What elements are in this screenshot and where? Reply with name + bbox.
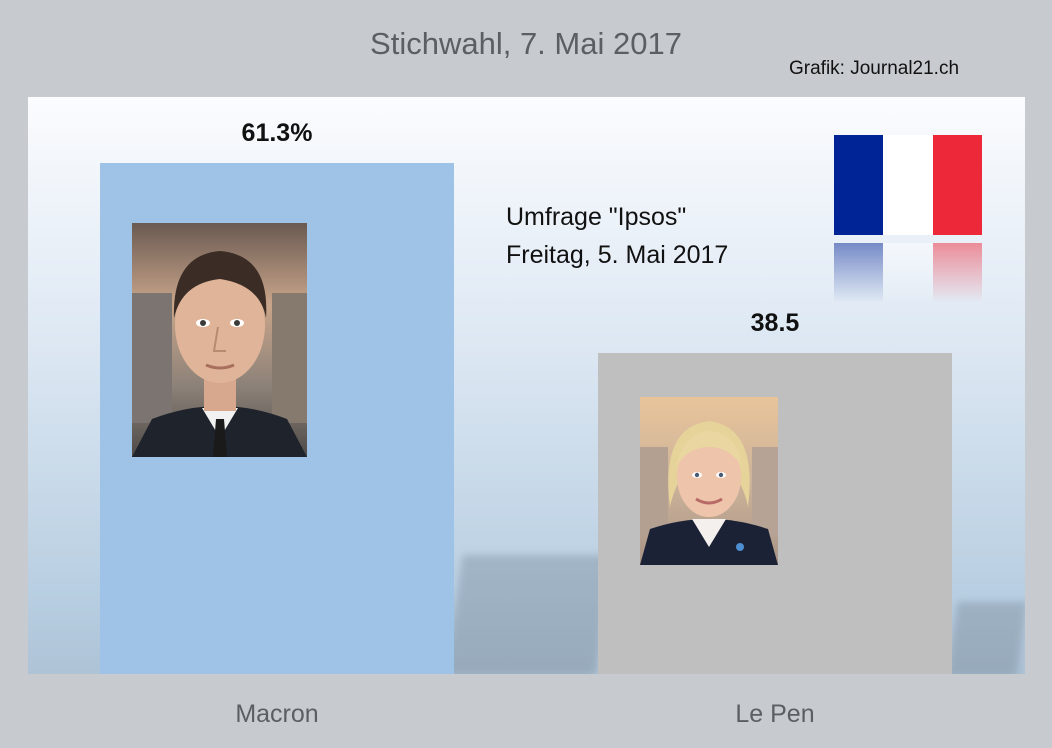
chart-title: Stichwahl, 7. Mai 2017 (370, 26, 682, 61)
credit-text: Grafik: Journal21.ch (789, 58, 960, 79)
plot-area: 61.3% 38.5 Umfrage "Ipsos" Freitag, 5. M… (28, 97, 1025, 674)
bar-shadow-macron (445, 555, 613, 674)
category-label-macron: Macron (235, 700, 319, 728)
bar-shadow-le-pen (946, 602, 1025, 674)
value-label-le-pen: 38.5 (750, 309, 800, 338)
category-label-le-pen: Le Pen (735, 700, 815, 728)
poll-date-text: Freitag, 5. Mai 2017 (506, 241, 729, 269)
macron-photo (132, 223, 307, 457)
flag-reflection (834, 243, 982, 303)
french-flag-icon (834, 135, 982, 235)
value-label-macron: 61.3% (241, 119, 313, 147)
le-pen-photo (640, 397, 778, 565)
poll-source-text: Umfrage "Ipsos" (506, 203, 687, 231)
